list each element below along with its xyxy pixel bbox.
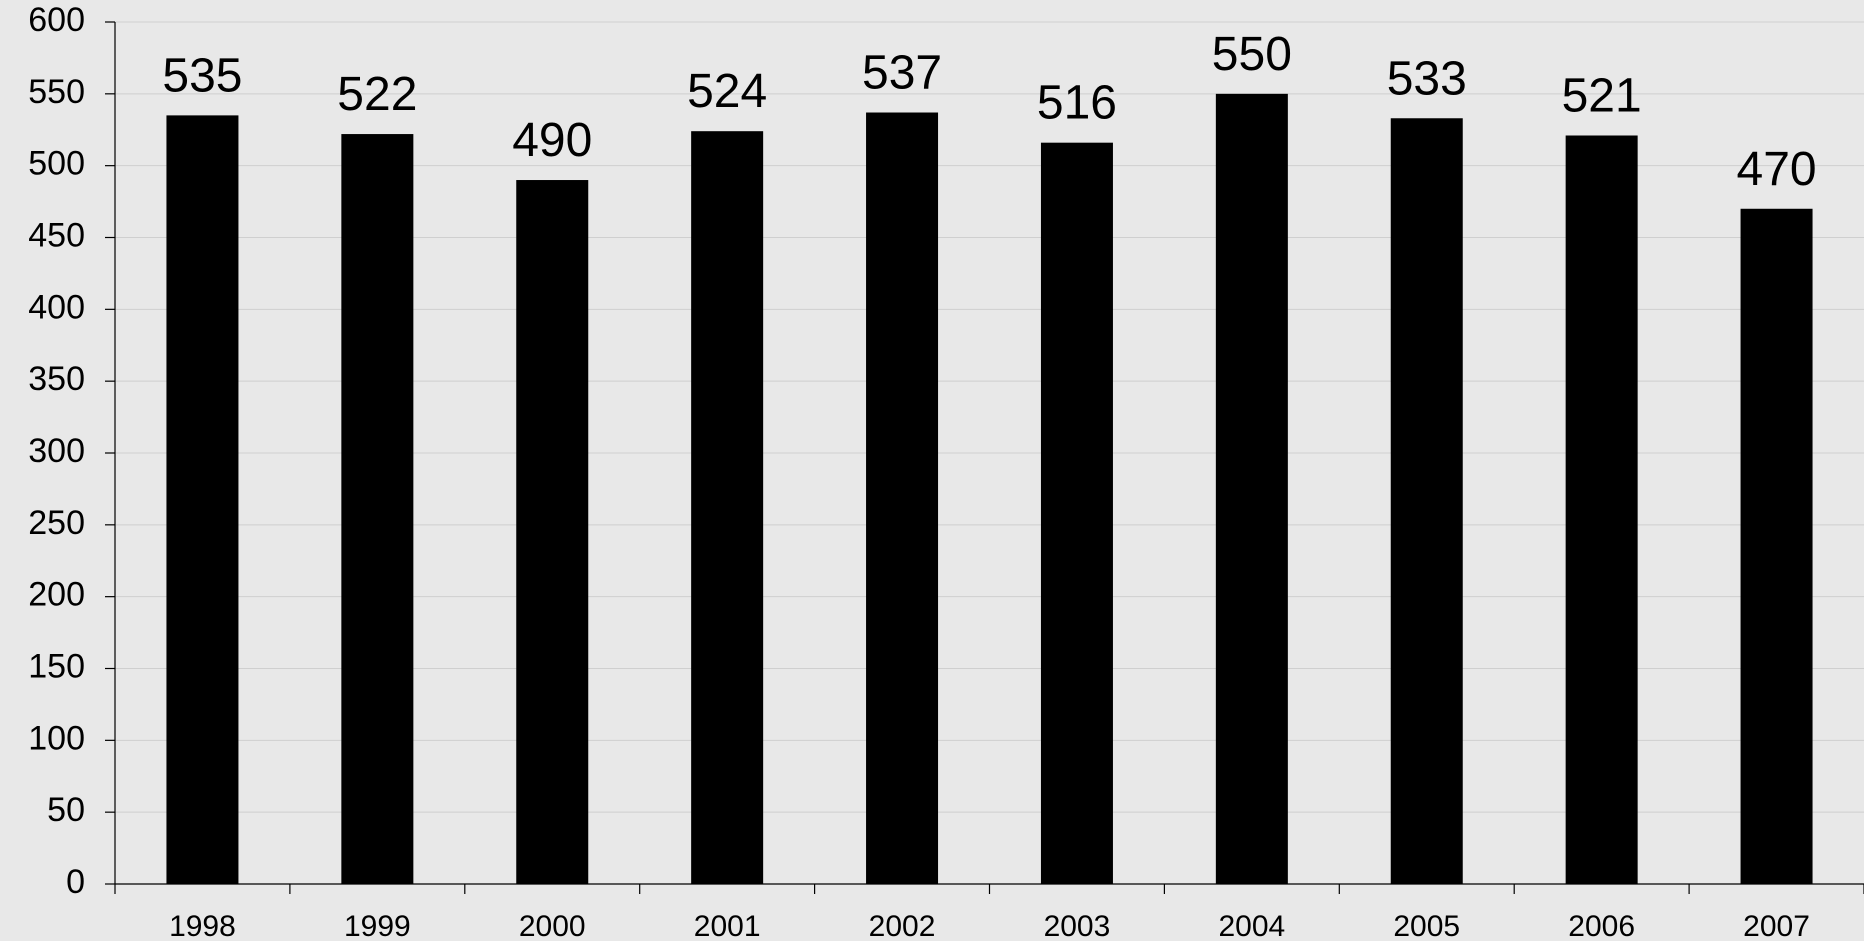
data-label-1999: 522	[337, 68, 417, 121]
y-tick-label: 600	[28, 1, 85, 39]
y-tick-label: 0	[66, 863, 85, 901]
bar-2000	[516, 180, 589, 885]
y-tick-label: 250	[28, 504, 85, 542]
x-tick-label-2006: 2006	[1568, 910, 1635, 941]
labels-layer: 0 50 100 150 200 250 300 350 400 450 500 550 600 535 1…	[28, 1, 1816, 941]
x-tick-label-2000: 2000	[519, 910, 586, 941]
x-tick-label-1998: 1998	[169, 910, 236, 941]
bars-layer	[166, 93, 1813, 885]
data-label-2005: 533	[1387, 52, 1467, 105]
bar-2004	[1215, 93, 1288, 885]
axes-layer	[105, 21, 1864, 894]
bar-2006	[1565, 135, 1638, 884]
x-tick-label-1999: 1999	[344, 910, 411, 941]
y-tick-label: 200	[28, 576, 85, 614]
bar-1998	[166, 115, 239, 885]
data-label-2004: 550	[1212, 28, 1292, 81]
y-tick-label: 100	[28, 719, 85, 757]
bar-2002	[866, 112, 939, 884]
y-tick-label: 150	[28, 647, 85, 685]
x-tick-label-2001: 2001	[694, 910, 761, 941]
data-label-2000: 490	[512, 114, 592, 167]
bar-2001	[691, 131, 764, 885]
bar-2005	[1390, 118, 1463, 885]
data-label-2001: 524	[687, 65, 767, 118]
data-label-2002: 537	[862, 47, 942, 100]
y-tick-label: 350	[28, 360, 85, 398]
bar-2007	[1740, 208, 1813, 884]
y-tick-label: 50	[47, 791, 85, 829]
y-tick-label: 300	[28, 432, 85, 470]
x-tick-label-2004: 2004	[1218, 910, 1285, 941]
y-tick-label: 450	[28, 216, 85, 254]
x-tick-label-2007: 2007	[1743, 910, 1810, 941]
bar-1999	[341, 134, 414, 884]
y-tick-label: 400	[28, 288, 85, 326]
data-label-2006: 521	[1562, 69, 1642, 122]
bar-2003	[1040, 142, 1113, 884]
data-label-2003: 516	[1037, 77, 1117, 130]
x-tick-label-2003: 2003	[1044, 910, 1111, 941]
y-tick-label: 500	[28, 145, 85, 183]
data-label-1998: 535	[162, 49, 242, 102]
y-tick-label: 550	[28, 73, 85, 111]
x-tick-label-2005: 2005	[1393, 910, 1460, 941]
x-tick-label-2002: 2002	[869, 910, 936, 941]
data-label-2007: 470	[1737, 143, 1817, 196]
